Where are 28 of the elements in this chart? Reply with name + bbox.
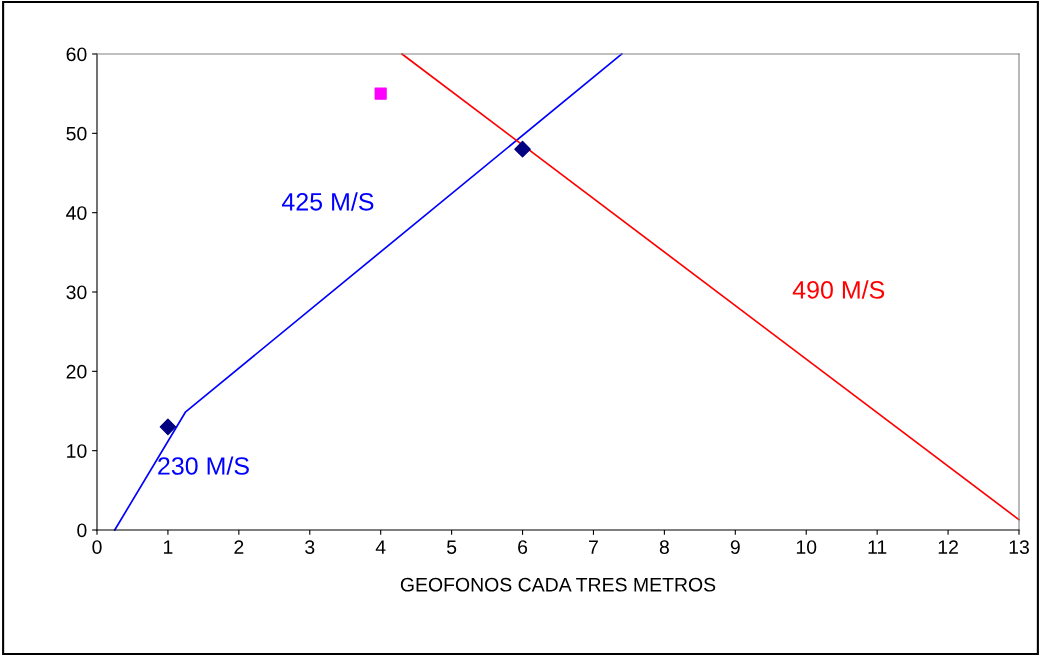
x-tick-label: 9	[730, 540, 740, 554]
x-tick-label: 2	[234, 540, 244, 554]
annotation: 425 M/S	[281, 192, 374, 211]
x-tick-label: 8	[659, 540, 669, 554]
x-tick-label: 1	[164, 540, 173, 554]
x-tick-label: 10	[796, 540, 817, 554]
x-tick-label: 12	[938, 540, 958, 554]
x-tick-label: 3	[305, 540, 315, 554]
x-tick-label: 5	[446, 540, 457, 554]
y-tick-label: 60	[66, 47, 87, 62]
point	[514, 140, 531, 158]
annotation: 490 M/S	[792, 280, 885, 299]
point	[159, 418, 177, 436]
x-axis-title: GEOFONOS CADA TRES METROS	[400, 577, 716, 592]
point	[374, 87, 387, 100]
y-tick-label: 50	[66, 126, 87, 141]
x-tick-label: 7	[589, 540, 598, 554]
y-tick-label: 40	[66, 206, 87, 220]
x-tick-label: 11	[868, 540, 887, 554]
annotation: 230 M/S	[158, 456, 249, 475]
y-tick-label: 30	[66, 285, 87, 300]
x-tick-label: 6	[518, 540, 528, 554]
y-tick-label: 0	[77, 523, 87, 538]
y-tick-label: 10	[67, 444, 87, 458]
x-tick-label: 0	[92, 540, 102, 554]
x-tick-label: 13	[1009, 540, 1029, 554]
y-tick-label: 20	[66, 364, 87, 379]
x-tick-label: 4	[375, 540, 386, 554]
